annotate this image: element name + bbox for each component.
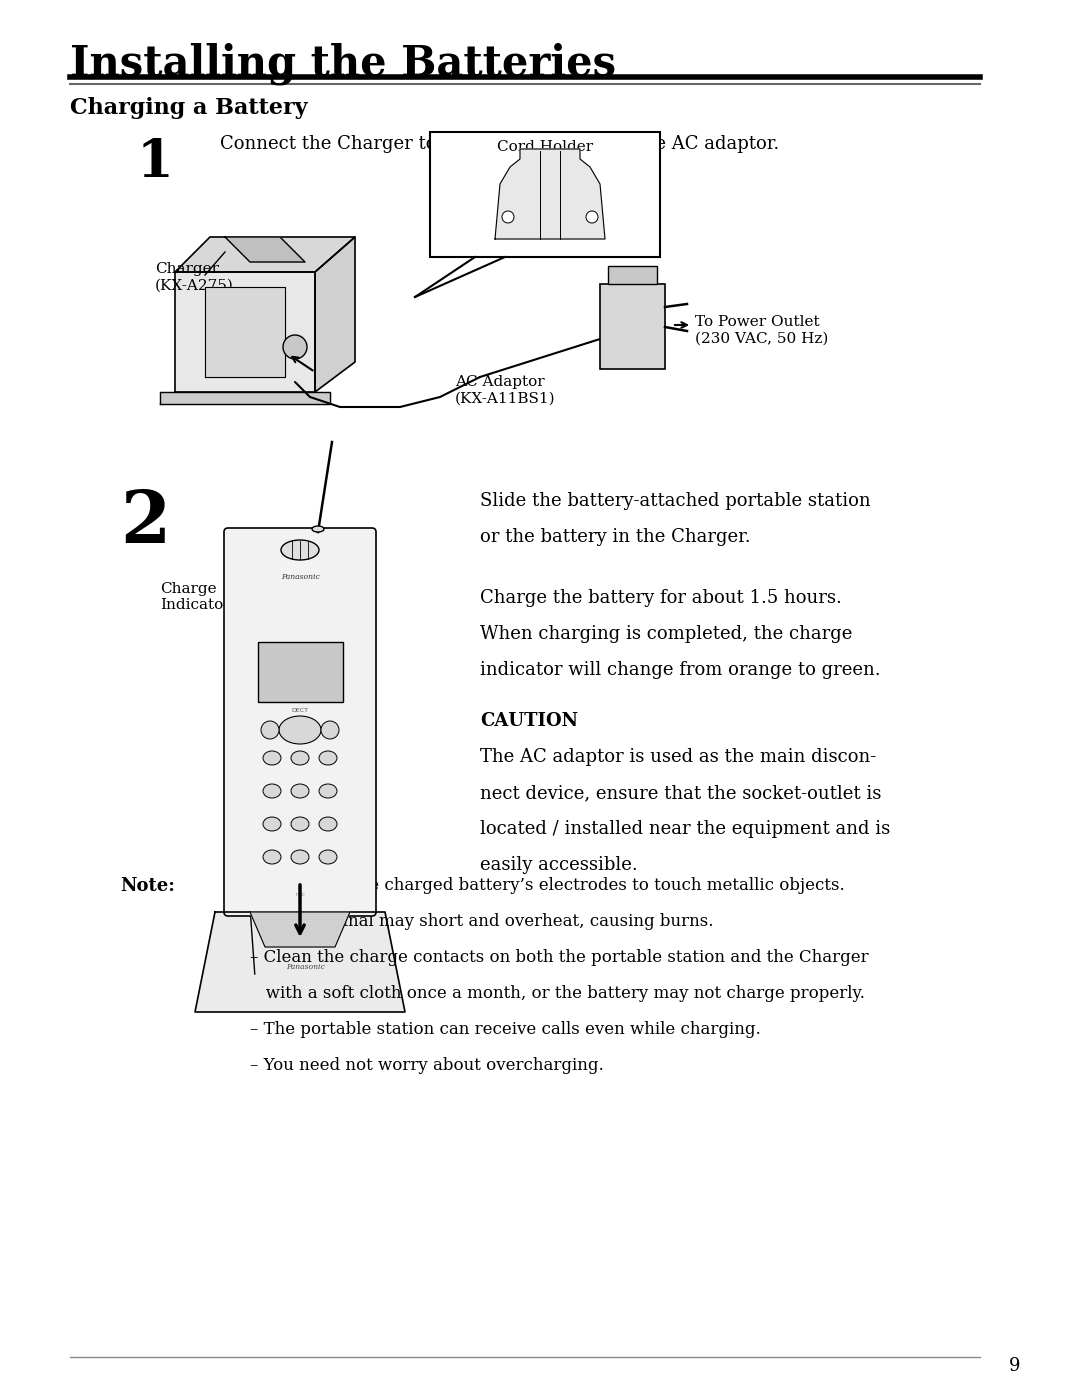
FancyBboxPatch shape bbox=[224, 528, 376, 916]
Bar bbox=[600, 284, 665, 369]
Text: – Clean the charge contacts on both the portable station and the Charger: – Clean the charge contacts on both the … bbox=[249, 949, 868, 965]
Ellipse shape bbox=[264, 817, 281, 831]
Text: 2: 2 bbox=[120, 488, 171, 557]
Text: Charging a Battery: Charging a Battery bbox=[70, 96, 308, 119]
Bar bbox=[257, 643, 342, 703]
Text: Charger
(KX-A275): Charger (KX-A275) bbox=[156, 263, 234, 292]
Text: with a soft cloth once a month, or the battery may not charge properly.: with a soft cloth once a month, or the b… bbox=[249, 985, 865, 1002]
Ellipse shape bbox=[319, 752, 337, 766]
Text: indicator will change from orange to green.: indicator will change from orange to gre… bbox=[480, 661, 880, 679]
Ellipse shape bbox=[291, 849, 309, 863]
Ellipse shape bbox=[319, 849, 337, 863]
Text: – You need not worry about overcharging.: – You need not worry about overcharging. bbox=[249, 1058, 604, 1074]
Text: located / installed near the equipment and is: located / installed near the equipment a… bbox=[480, 820, 890, 838]
Text: 1: 1 bbox=[137, 137, 174, 189]
Text: Connect the Charger to a power outlet using the AC adaptor.: Connect the Charger to a power outlet us… bbox=[220, 136, 780, 154]
Text: The AC adaptor is used as the main discon-: The AC adaptor is used as the main disco… bbox=[480, 749, 876, 766]
Polygon shape bbox=[315, 237, 355, 393]
Text: Panasonic: Panasonic bbox=[285, 963, 324, 971]
Text: Note:: Note: bbox=[120, 877, 175, 895]
Text: mic: mic bbox=[295, 891, 305, 897]
Ellipse shape bbox=[279, 717, 321, 745]
Ellipse shape bbox=[319, 817, 337, 831]
Text: To Power Outlet
(230 VAC, 50 Hz): To Power Outlet (230 VAC, 50 Hz) bbox=[696, 314, 828, 345]
Text: – Do not let the charged battery’s electrodes to touch metallic objects.: – Do not let the charged battery’s elect… bbox=[249, 877, 845, 894]
Circle shape bbox=[283, 335, 307, 359]
Polygon shape bbox=[175, 272, 315, 393]
Text: nect device, ensure that the socket-outlet is: nect device, ensure that the socket-outl… bbox=[480, 784, 881, 802]
Circle shape bbox=[261, 721, 279, 739]
Circle shape bbox=[321, 721, 339, 739]
Text: DECT: DECT bbox=[292, 708, 309, 712]
Text: Panasonic: Panasonic bbox=[281, 573, 320, 581]
Polygon shape bbox=[175, 237, 355, 272]
Circle shape bbox=[586, 211, 598, 224]
Text: Installing the Batteries: Installing the Batteries bbox=[70, 42, 616, 84]
Polygon shape bbox=[160, 393, 330, 404]
Text: When charging is completed, the charge: When charging is completed, the charge bbox=[480, 626, 852, 643]
Text: AC Adaptor
(KX-A11BS1): AC Adaptor (KX-A11BS1) bbox=[455, 374, 555, 405]
Ellipse shape bbox=[291, 784, 309, 798]
Text: Slide the battery-attached portable station: Slide the battery-attached portable stat… bbox=[480, 492, 870, 510]
Ellipse shape bbox=[291, 752, 309, 766]
Ellipse shape bbox=[264, 849, 281, 863]
Bar bbox=[430, 131, 660, 257]
Text: – The portable station can receive calls even while charging.: – The portable station can receive calls… bbox=[249, 1021, 760, 1038]
Text: or the battery in the Charger.: or the battery in the Charger. bbox=[480, 528, 751, 546]
Polygon shape bbox=[415, 257, 505, 298]
Polygon shape bbox=[249, 912, 350, 947]
Text: 9: 9 bbox=[1009, 1356, 1020, 1375]
Ellipse shape bbox=[312, 527, 324, 532]
Polygon shape bbox=[495, 149, 605, 239]
Polygon shape bbox=[225, 237, 305, 263]
Ellipse shape bbox=[264, 752, 281, 766]
Circle shape bbox=[502, 211, 514, 224]
Text: easily accessible.: easily accessible. bbox=[480, 856, 638, 875]
Ellipse shape bbox=[281, 541, 319, 560]
Text: Cord Holder: Cord Holder bbox=[497, 140, 593, 154]
Ellipse shape bbox=[264, 784, 281, 798]
Text: CAUTION: CAUTION bbox=[480, 712, 578, 731]
Text: Charge
Indicator: Charge Indicator bbox=[160, 583, 231, 612]
Text: Charge the battery for about 1.5 hours.: Charge the battery for about 1.5 hours. bbox=[480, 590, 842, 608]
Bar bbox=[608, 265, 657, 284]
Ellipse shape bbox=[291, 817, 309, 831]
Ellipse shape bbox=[319, 784, 337, 798]
Polygon shape bbox=[195, 912, 405, 1011]
Polygon shape bbox=[205, 286, 285, 377]
Text: The terminal may short and overheat, causing burns.: The terminal may short and overheat, cau… bbox=[249, 914, 714, 930]
